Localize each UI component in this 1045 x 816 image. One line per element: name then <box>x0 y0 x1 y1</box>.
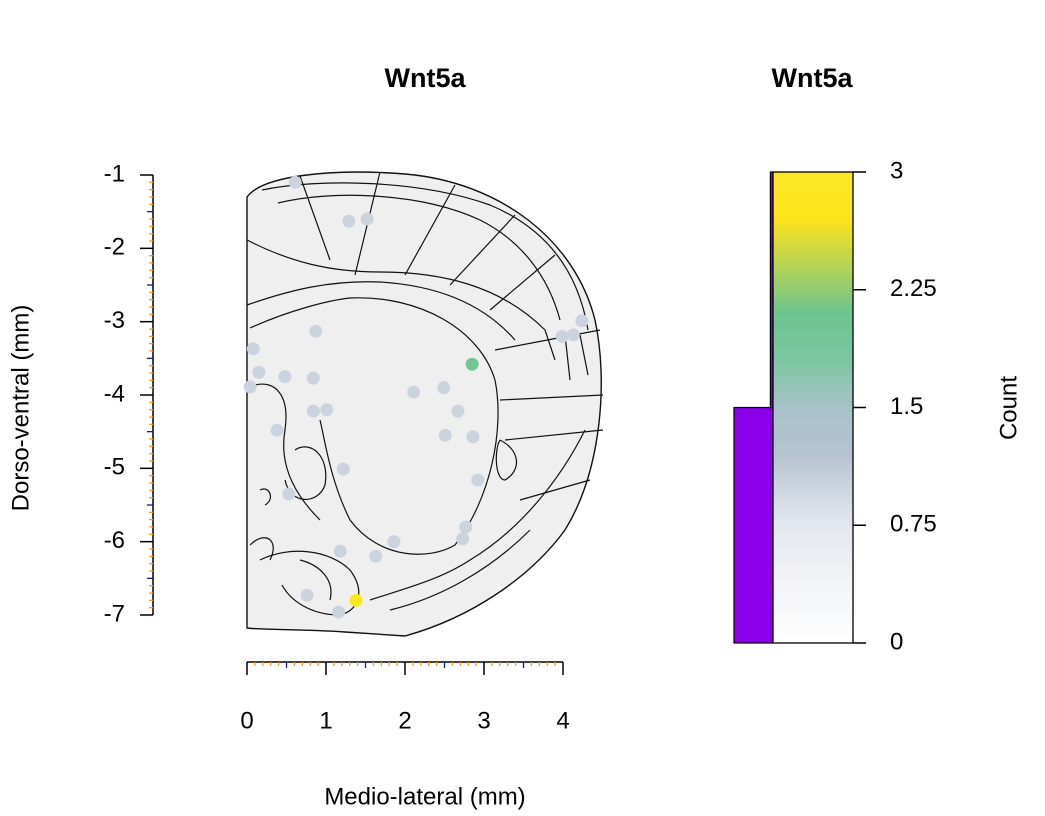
cell-point <box>349 593 363 607</box>
cell-point <box>438 428 452 442</box>
cell-point <box>456 532 470 546</box>
colorbar-label: Count <box>995 376 1022 440</box>
x-axis-label: Medio-lateral (mm) <box>324 783 525 810</box>
y-tick-label: -6 <box>104 527 125 554</box>
cell-point <box>575 314 589 328</box>
cell-point <box>459 520 473 534</box>
y-tick-label: -7 <box>104 600 125 627</box>
cell-point <box>437 381 451 395</box>
histogram-bar <box>733 406 774 644</box>
cell-point <box>246 342 260 356</box>
cell-point <box>465 357 479 371</box>
colorbar-tick-label: 0 <box>890 628 903 655</box>
x-tick-label: 0 <box>240 707 253 734</box>
cell-point <box>471 473 485 487</box>
y-tick-label: -4 <box>104 380 125 407</box>
colorbar-tick-label: 1.5 <box>890 393 923 420</box>
y-tick-label: -3 <box>104 307 125 334</box>
y-tick-label: -1 <box>104 160 125 187</box>
x-tick-label: 2 <box>398 707 411 734</box>
colorbar-tick-label: 0.75 <box>890 511 937 538</box>
cell-point <box>270 423 284 437</box>
cell-point <box>360 212 374 226</box>
cell-point <box>336 462 350 476</box>
brain-atlas <box>246 171 604 637</box>
cell-point <box>466 430 480 444</box>
cell-point <box>288 175 302 189</box>
colorbar-tick-label: 2.25 <box>890 275 937 302</box>
cell-point <box>252 365 266 379</box>
cell-point <box>369 549 383 563</box>
cell-point <box>566 328 580 342</box>
cell-point <box>306 404 320 418</box>
cell-point <box>282 487 296 501</box>
cell-point <box>333 544 347 558</box>
cell-point <box>407 385 421 399</box>
colorbar-title: Wnt5a <box>772 63 854 93</box>
y-tick-label: -5 <box>104 454 125 481</box>
cell-point <box>278 370 292 384</box>
colorbar-tick-label: 3 <box>890 157 903 184</box>
cell-point <box>243 380 257 394</box>
cell-point <box>387 535 401 549</box>
cell-point <box>451 404 465 418</box>
cell-point <box>300 588 314 602</box>
cell-point <box>320 403 334 417</box>
cell-point <box>332 605 346 619</box>
y-axis-label: Dorso-ventral (mm) <box>7 305 34 512</box>
x-tick-label: 1 <box>319 707 332 734</box>
x-tick-label: 4 <box>556 707 569 734</box>
cell-point <box>309 324 323 338</box>
x-tick-label: 3 <box>477 707 490 734</box>
chart-title: Wnt5a <box>385 63 467 93</box>
cell-point <box>342 214 356 228</box>
colorbar <box>772 171 854 644</box>
y-tick-label: -2 <box>104 234 125 261</box>
cell-point <box>555 329 569 343</box>
cell-point <box>306 371 320 385</box>
